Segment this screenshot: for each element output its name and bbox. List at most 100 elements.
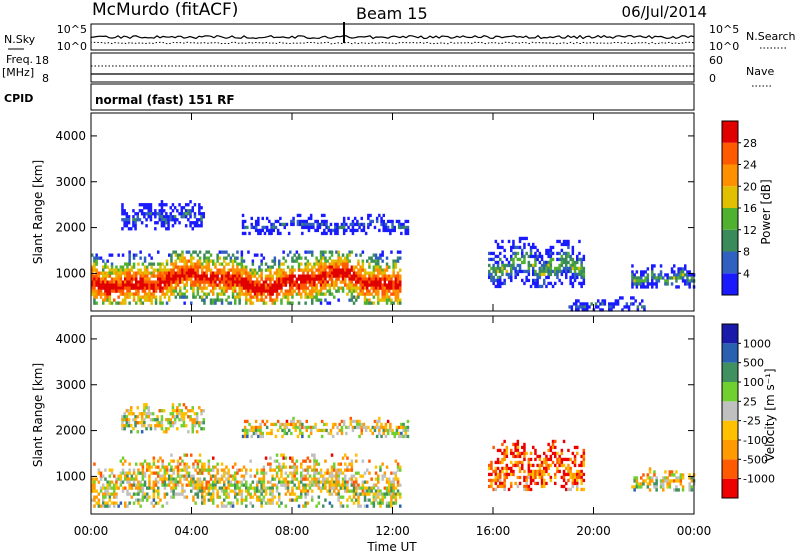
- heatmap-cell: [200, 409, 203, 413]
- heatmap-cell: [223, 277, 226, 281]
- heatmap-cell: [640, 482, 643, 486]
- heatmap-cell: [236, 271, 239, 275]
- heatmap-cell: [171, 218, 175, 222]
- heatmap-cell: [521, 466, 524, 471]
- heatmap-cell: [496, 475, 500, 480]
- heatmap-cell: [534, 284, 537, 289]
- heatmap-cell: [198, 283, 202, 287]
- heatmap-cell: [562, 260, 566, 265]
- heatmap-cell: [679, 476, 683, 480]
- heatmap-cell: [113, 483, 116, 487]
- heatmap-cell: [227, 301, 230, 305]
- heatmap-cell: [388, 483, 391, 487]
- heatmap-cell: [352, 480, 356, 484]
- heatmap-cell: [313, 468, 316, 472]
- heatmap-cell: [196, 495, 200, 499]
- station-title: McMurdo (fitACF): [92, 0, 238, 20]
- heatmap-cell: [256, 295, 259, 299]
- heatmap-cell: [152, 274, 156, 278]
- heatmap-cell: [319, 250, 323, 254]
- heatmap-cell: [319, 274, 323, 278]
- heatmap-cell: [176, 265, 180, 269]
- heatmap-cell: [324, 277, 327, 281]
- heatmap-cell: [179, 280, 182, 284]
- heatmap-cell: [135, 498, 138, 502]
- heatmap-cell: [514, 254, 517, 259]
- heatmap-cell: [141, 465, 145, 469]
- heatmap-cell: [527, 260, 531, 265]
- heatmap-cell: [666, 476, 669, 480]
- heatmap-cell: [525, 275, 528, 280]
- heatmap-cell: [318, 428, 322, 433]
- heatmap-cell: [681, 270, 685, 274]
- heatmap-cell: [132, 283, 136, 287]
- heatmap-cell: [143, 409, 146, 413]
- heatmap-cell: [214, 277, 217, 281]
- heatmap-cell: [328, 277, 332, 281]
- heatmap-cell: [525, 475, 528, 480]
- heatmap-cell: [225, 286, 228, 290]
- heatmap-cell: [640, 276, 643, 280]
- heatmap-cell: [193, 215, 197, 219]
- heatmap-cell: [183, 256, 186, 260]
- heatmap-cell: [260, 504, 263, 508]
- heatmap-cell: [370, 477, 373, 481]
- heatmap-cell: [527, 472, 531, 477]
- heatmap-cell: [185, 250, 189, 254]
- heatmap-cell: [159, 265, 162, 269]
- heatmap-cell: [371, 425, 374, 430]
- heatmap-cell: [183, 462, 186, 466]
- heatmap-cell: [350, 298, 354, 302]
- heatmap-cell: [234, 489, 237, 493]
- heatmap-cell: [317, 271, 321, 275]
- heatmap-cell: [368, 256, 371, 260]
- y-tick-label: 1000: [55, 469, 86, 483]
- heatmap-cell: [657, 273, 661, 277]
- heatmap-cell: [220, 462, 224, 466]
- heatmap-cell: [499, 469, 502, 474]
- heatmap-cell: [136, 421, 139, 425]
- heatmap-cell: [170, 277, 173, 281]
- heatmap-cell: [578, 269, 581, 274]
- heatmap-cell: [333, 462, 336, 466]
- heatmap-cell: [205, 256, 208, 260]
- heatmap-cell: [137, 295, 140, 299]
- heatmap-cell: [128, 286, 131, 290]
- heatmap-cell: [326, 480, 329, 484]
- heatmap-cell: [269, 492, 272, 496]
- heatmap-cell: [91, 486, 94, 490]
- heatmap-cell: [286, 253, 290, 257]
- heatmap-cell: [335, 274, 338, 278]
- heatmap-cell: [540, 269, 544, 274]
- heatmap-cell: [203, 274, 206, 278]
- heatmap-cell: [238, 301, 241, 305]
- heatmap-cell: [220, 274, 224, 278]
- heatmap-cell: [666, 279, 669, 283]
- heatmap-cell: [372, 483, 376, 487]
- heatmap-cell: [180, 212, 183, 216]
- heatmap-cell: [209, 253, 213, 257]
- heatmap-cell: [358, 419, 361, 424]
- heatmap-cell: [333, 268, 336, 272]
- heatmap-cell: [156, 424, 159, 428]
- heatmap-cell: [249, 474, 252, 478]
- heatmap-cell: [297, 262, 301, 266]
- heatmap-cell: [571, 257, 575, 262]
- heatmap-cell: [327, 228, 330, 233]
- heatmap-cell: [518, 469, 522, 474]
- heatmap-cell: [141, 471, 145, 475]
- heatmap-cell: [108, 492, 112, 496]
- heatmap-cell: [247, 289, 250, 293]
- heatmap-cell: [264, 492, 268, 496]
- heatmap-cell: [128, 268, 131, 272]
- heatmap-cell: [106, 504, 109, 508]
- heatmap-cell: [302, 483, 305, 487]
- heatmap-cell: [399, 495, 402, 499]
- heatmap-cell: [256, 489, 259, 493]
- heatmap-cell: [330, 280, 334, 284]
- heatmap-cell: [385, 274, 389, 278]
- heatmap-cell: [127, 215, 131, 219]
- heatmap-cell: [234, 462, 237, 466]
- heatmap-cell: [141, 495, 145, 499]
- heatmap-cell: [573, 445, 577, 450]
